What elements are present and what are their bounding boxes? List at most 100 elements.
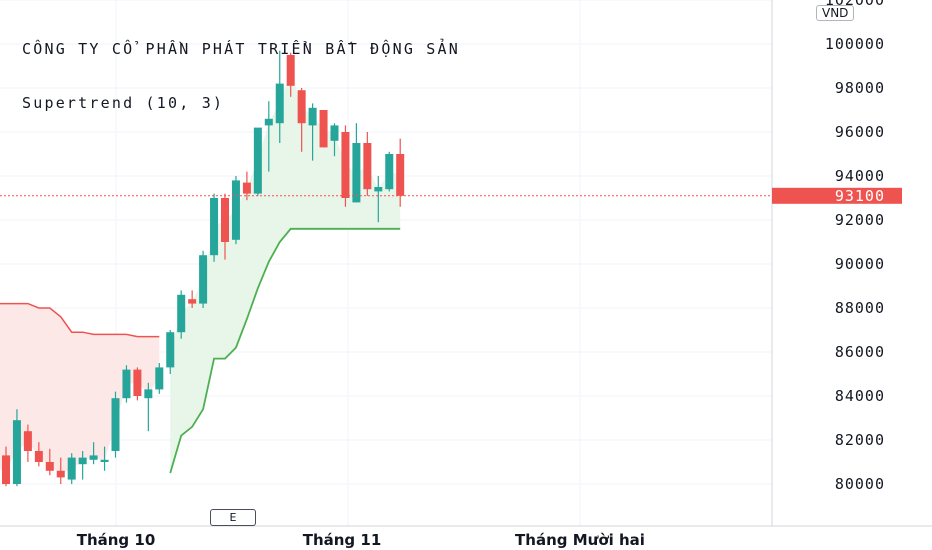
candle (297, 88, 306, 152)
price-tick-label: 90000 (835, 255, 885, 273)
candle-body (34, 451, 43, 462)
e-button[interactable]: E (210, 509, 256, 526)
candle-body (352, 143, 361, 203)
candle-body (166, 332, 175, 368)
chart-legend: CÔNG TY CỔ PHẦN PHÁT TRIỂN BẤT ĐỘNG SẢN … (22, 4, 460, 130)
candle (23, 424, 32, 462)
candle-body (385, 154, 394, 190)
candle-body (308, 107, 317, 126)
candle-body (155, 367, 164, 390)
candle (286, 52, 295, 97)
candle-body (330, 125, 339, 141)
candle (56, 457, 65, 484)
candle-body (341, 132, 350, 198)
candle (385, 151, 394, 192)
candle-body (100, 459, 109, 462)
candle-body (363, 143, 372, 190)
candle-body (111, 398, 120, 451)
candle (341, 125, 350, 207)
price-tick-label: 88000 (835, 299, 885, 317)
time-tick-label: Tháng 11 (303, 531, 382, 549)
candle-body (253, 127, 262, 194)
price-tick-label: 86000 (835, 343, 885, 361)
candle-body (78, 457, 87, 465)
candle (363, 132, 372, 196)
candle (352, 123, 361, 203)
candle-body (45, 462, 54, 471)
time-tick-label: Tháng Mười hai (515, 531, 645, 549)
candle (188, 290, 197, 308)
candle (78, 451, 87, 480)
candle (67, 453, 76, 484)
supertrend-fill-down (0, 303, 160, 475)
candlesticks (2, 50, 405, 487)
time-tick-label: Tháng 10 (77, 531, 156, 549)
candle (210, 193, 219, 262)
candle (2, 446, 10, 487)
candle-body (122, 369, 131, 399)
price-tick-label: 94000 (835, 167, 885, 185)
candle (264, 101, 273, 172)
last-price-tag-bg (772, 187, 902, 204)
candle-body (297, 90, 306, 124)
time-axis-ticks: Tháng 10 Tháng 11 Tháng Mười hai (77, 531, 645, 549)
candle (100, 446, 109, 471)
candle-body (2, 455, 10, 484)
candle (221, 193, 229, 260)
candle-body (396, 154, 405, 196)
candle (319, 110, 328, 148)
candle-body (231, 180, 240, 240)
candle-body (23, 431, 32, 451)
candle-body (67, 457, 76, 480)
candle (122, 365, 131, 403)
last-price-tag-label: 93100 (835, 187, 885, 205)
price-tick-label: 102000 (825, 0, 885, 9)
candle-body (144, 389, 153, 399)
price-tick-label: 98000 (835, 79, 885, 97)
price-tick-label: 80000 (835, 475, 885, 493)
candle-body (188, 299, 197, 304)
candle (111, 391, 120, 458)
supertrend-lines (0, 227, 401, 474)
candle (231, 176, 240, 245)
candle (34, 442, 43, 467)
candle-body (275, 83, 284, 124)
candle (308, 103, 317, 161)
candle (12, 409, 21, 487)
indicator-label[interactable]: Supertrend (10, 3) (22, 94, 225, 112)
candle-body (221, 198, 229, 242)
candle-body (133, 369, 142, 396)
price-tick-label: 84000 (835, 387, 885, 405)
supertrend-up-line (169, 227, 401, 474)
candle-body (199, 255, 208, 304)
candle (242, 171, 251, 201)
price-tick-label: 92000 (835, 211, 885, 229)
candle-body (264, 118, 273, 126)
supertrend-down-line (0, 302, 160, 338)
candle-body (12, 420, 21, 484)
price-tick-label: 100000 (825, 35, 885, 53)
price-tick-label: 82000 (835, 431, 885, 449)
chart-grid (0, 0, 772, 526)
last-price-tag: 93100 (772, 187, 902, 205)
candle-body (56, 470, 65, 478)
candle (45, 448, 54, 476)
candle (144, 382, 153, 432)
candle-body (286, 55, 295, 86)
candle-body (242, 182, 251, 194)
candle (177, 290, 186, 339)
candle-body (210, 198, 219, 256)
symbol-title: CÔNG TY CỔ PHẦN PHÁT TRIỂN BẤT ĐỘNG SẢN (22, 40, 460, 58)
currency-badge[interactable]: VND (816, 5, 855, 21)
price-axis-ticks: 80000 82000 84000 86000 88000 90000 92000 94000… (825, 0, 885, 493)
candle (133, 367, 142, 401)
price-tick-label: 96000 (835, 123, 885, 141)
candle-body (177, 294, 186, 333)
candle (155, 363, 164, 394)
candle (89, 442, 98, 465)
candle-body (89, 455, 98, 460)
candle-body (374, 187, 383, 192)
candle (253, 127, 262, 196)
candle-body (319, 110, 328, 148)
